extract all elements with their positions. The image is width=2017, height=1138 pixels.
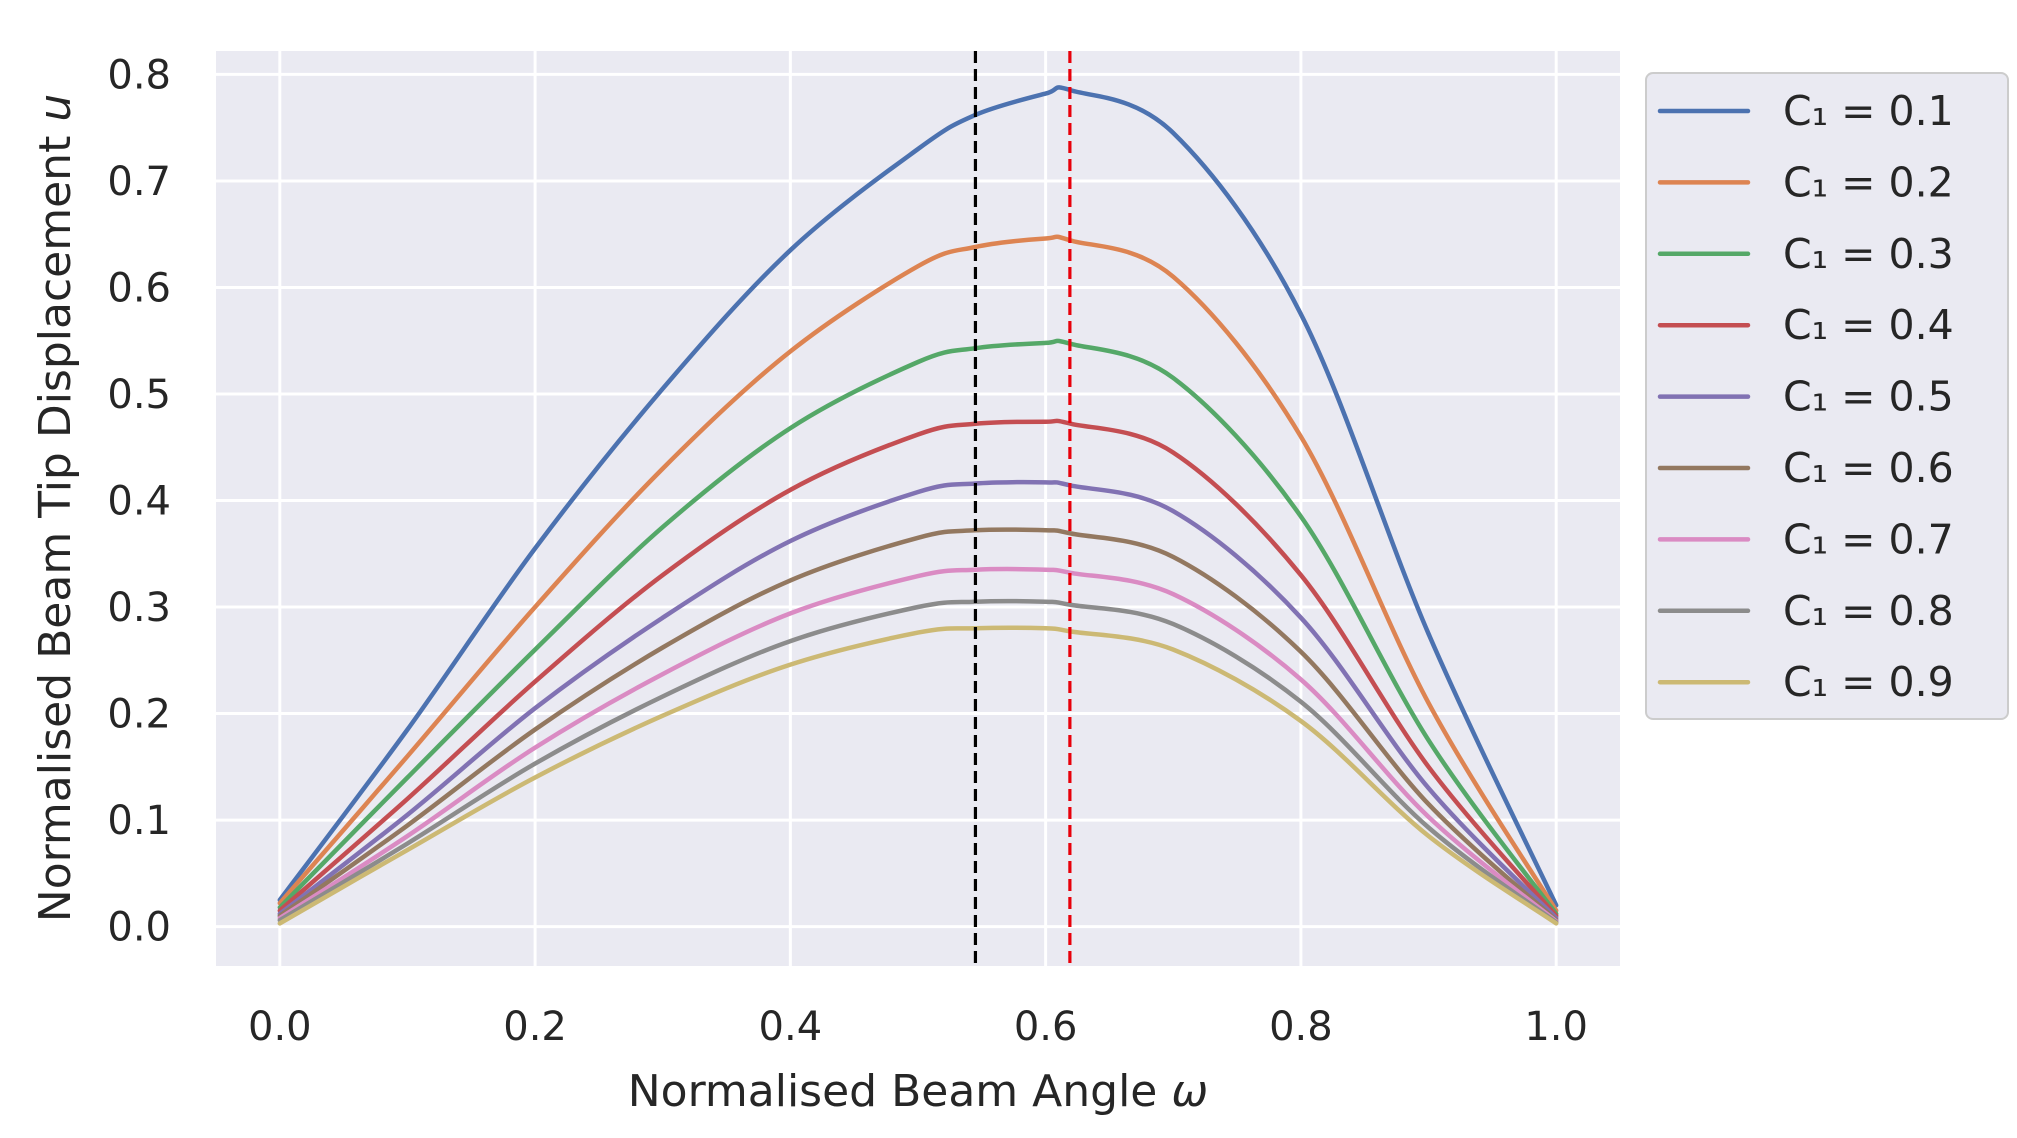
reference-lines bbox=[973, 51, 1072, 966]
grid bbox=[216, 51, 1620, 966]
series-line-8 bbox=[277, 598, 1559, 925]
legend: C₁ = 0.1 C₁ = 0.2 C₁ = 0.3 C₁ = 0.4 C₁ = 0.5… bbox=[1645, 72, 2009, 720]
y-tick-label: 0.1 bbox=[107, 798, 171, 844]
legend-label-5: C₁ = 0.5 bbox=[1783, 373, 1954, 421]
x-axis-label-text: Normalised Beam Angle bbox=[628, 1066, 1158, 1117]
y-tick-label: 0.4 bbox=[107, 479, 171, 525]
legend-label-7: C₁ = 0.7 bbox=[1783, 515, 1954, 563]
y-axis-label: Normalised Beam Tip Displacement u bbox=[30, 94, 81, 922]
series-line-2 bbox=[277, 234, 1559, 913]
legend-label-1: C₁ = 0.1 bbox=[1783, 87, 1954, 135]
y-tick-label: 0.0 bbox=[107, 905, 171, 951]
legend-label-2: C₁ = 0.2 bbox=[1783, 158, 1954, 206]
x-axis-label: Normalised Beam Angle ω bbox=[628, 1066, 1208, 1117]
x-tick-label: 0.6 bbox=[1014, 1004, 1078, 1050]
x-axis-label-symbol: ω bbox=[1171, 1066, 1208, 1117]
y-tick-label: 0.5 bbox=[107, 372, 171, 418]
y-axis-label-text: Normalised Beam Tip Displacement bbox=[30, 136, 81, 923]
x-tick-label: 0.2 bbox=[503, 1004, 567, 1050]
y-tick-labels: 0.0 0.1 0.2 0.3 0.4 0.5 0.6 0.7 0.8 bbox=[107, 52, 171, 950]
plot-background bbox=[216, 51, 1620, 966]
series-line-7 bbox=[277, 566, 1559, 924]
legend-box bbox=[1645, 72, 2009, 720]
series-line-4 bbox=[277, 418, 1559, 919]
y-tick-label: 0.7 bbox=[107, 159, 171, 205]
legend-label-8: C₁ = 0.8 bbox=[1783, 587, 1954, 635]
y-tick-label: 0.3 bbox=[107, 585, 171, 631]
x-tick-label: 0.0 bbox=[248, 1004, 312, 1050]
legend-label-3: C₁ = 0.3 bbox=[1783, 230, 1954, 278]
y-axis-label-symbol: u bbox=[30, 94, 81, 122]
legend-label-4: C₁ = 0.4 bbox=[1783, 301, 1954, 349]
legend-label-6: C₁ = 0.6 bbox=[1783, 444, 1954, 492]
x-tick-label: 0.4 bbox=[759, 1004, 823, 1050]
y-tick-label: 0.2 bbox=[107, 692, 171, 738]
x-tick-label: 1.0 bbox=[1524, 1004, 1588, 1050]
legend-label-9: C₁ = 0.9 bbox=[1783, 658, 1954, 706]
y-tick-label: 0.6 bbox=[107, 265, 171, 311]
y-tick-label: 0.8 bbox=[107, 52, 171, 98]
x-tick-label: 0.8 bbox=[1269, 1004, 1333, 1050]
x-tick-labels: 0.0 0.2 0.4 0.6 0.8 1.0 bbox=[248, 1004, 1588, 1050]
